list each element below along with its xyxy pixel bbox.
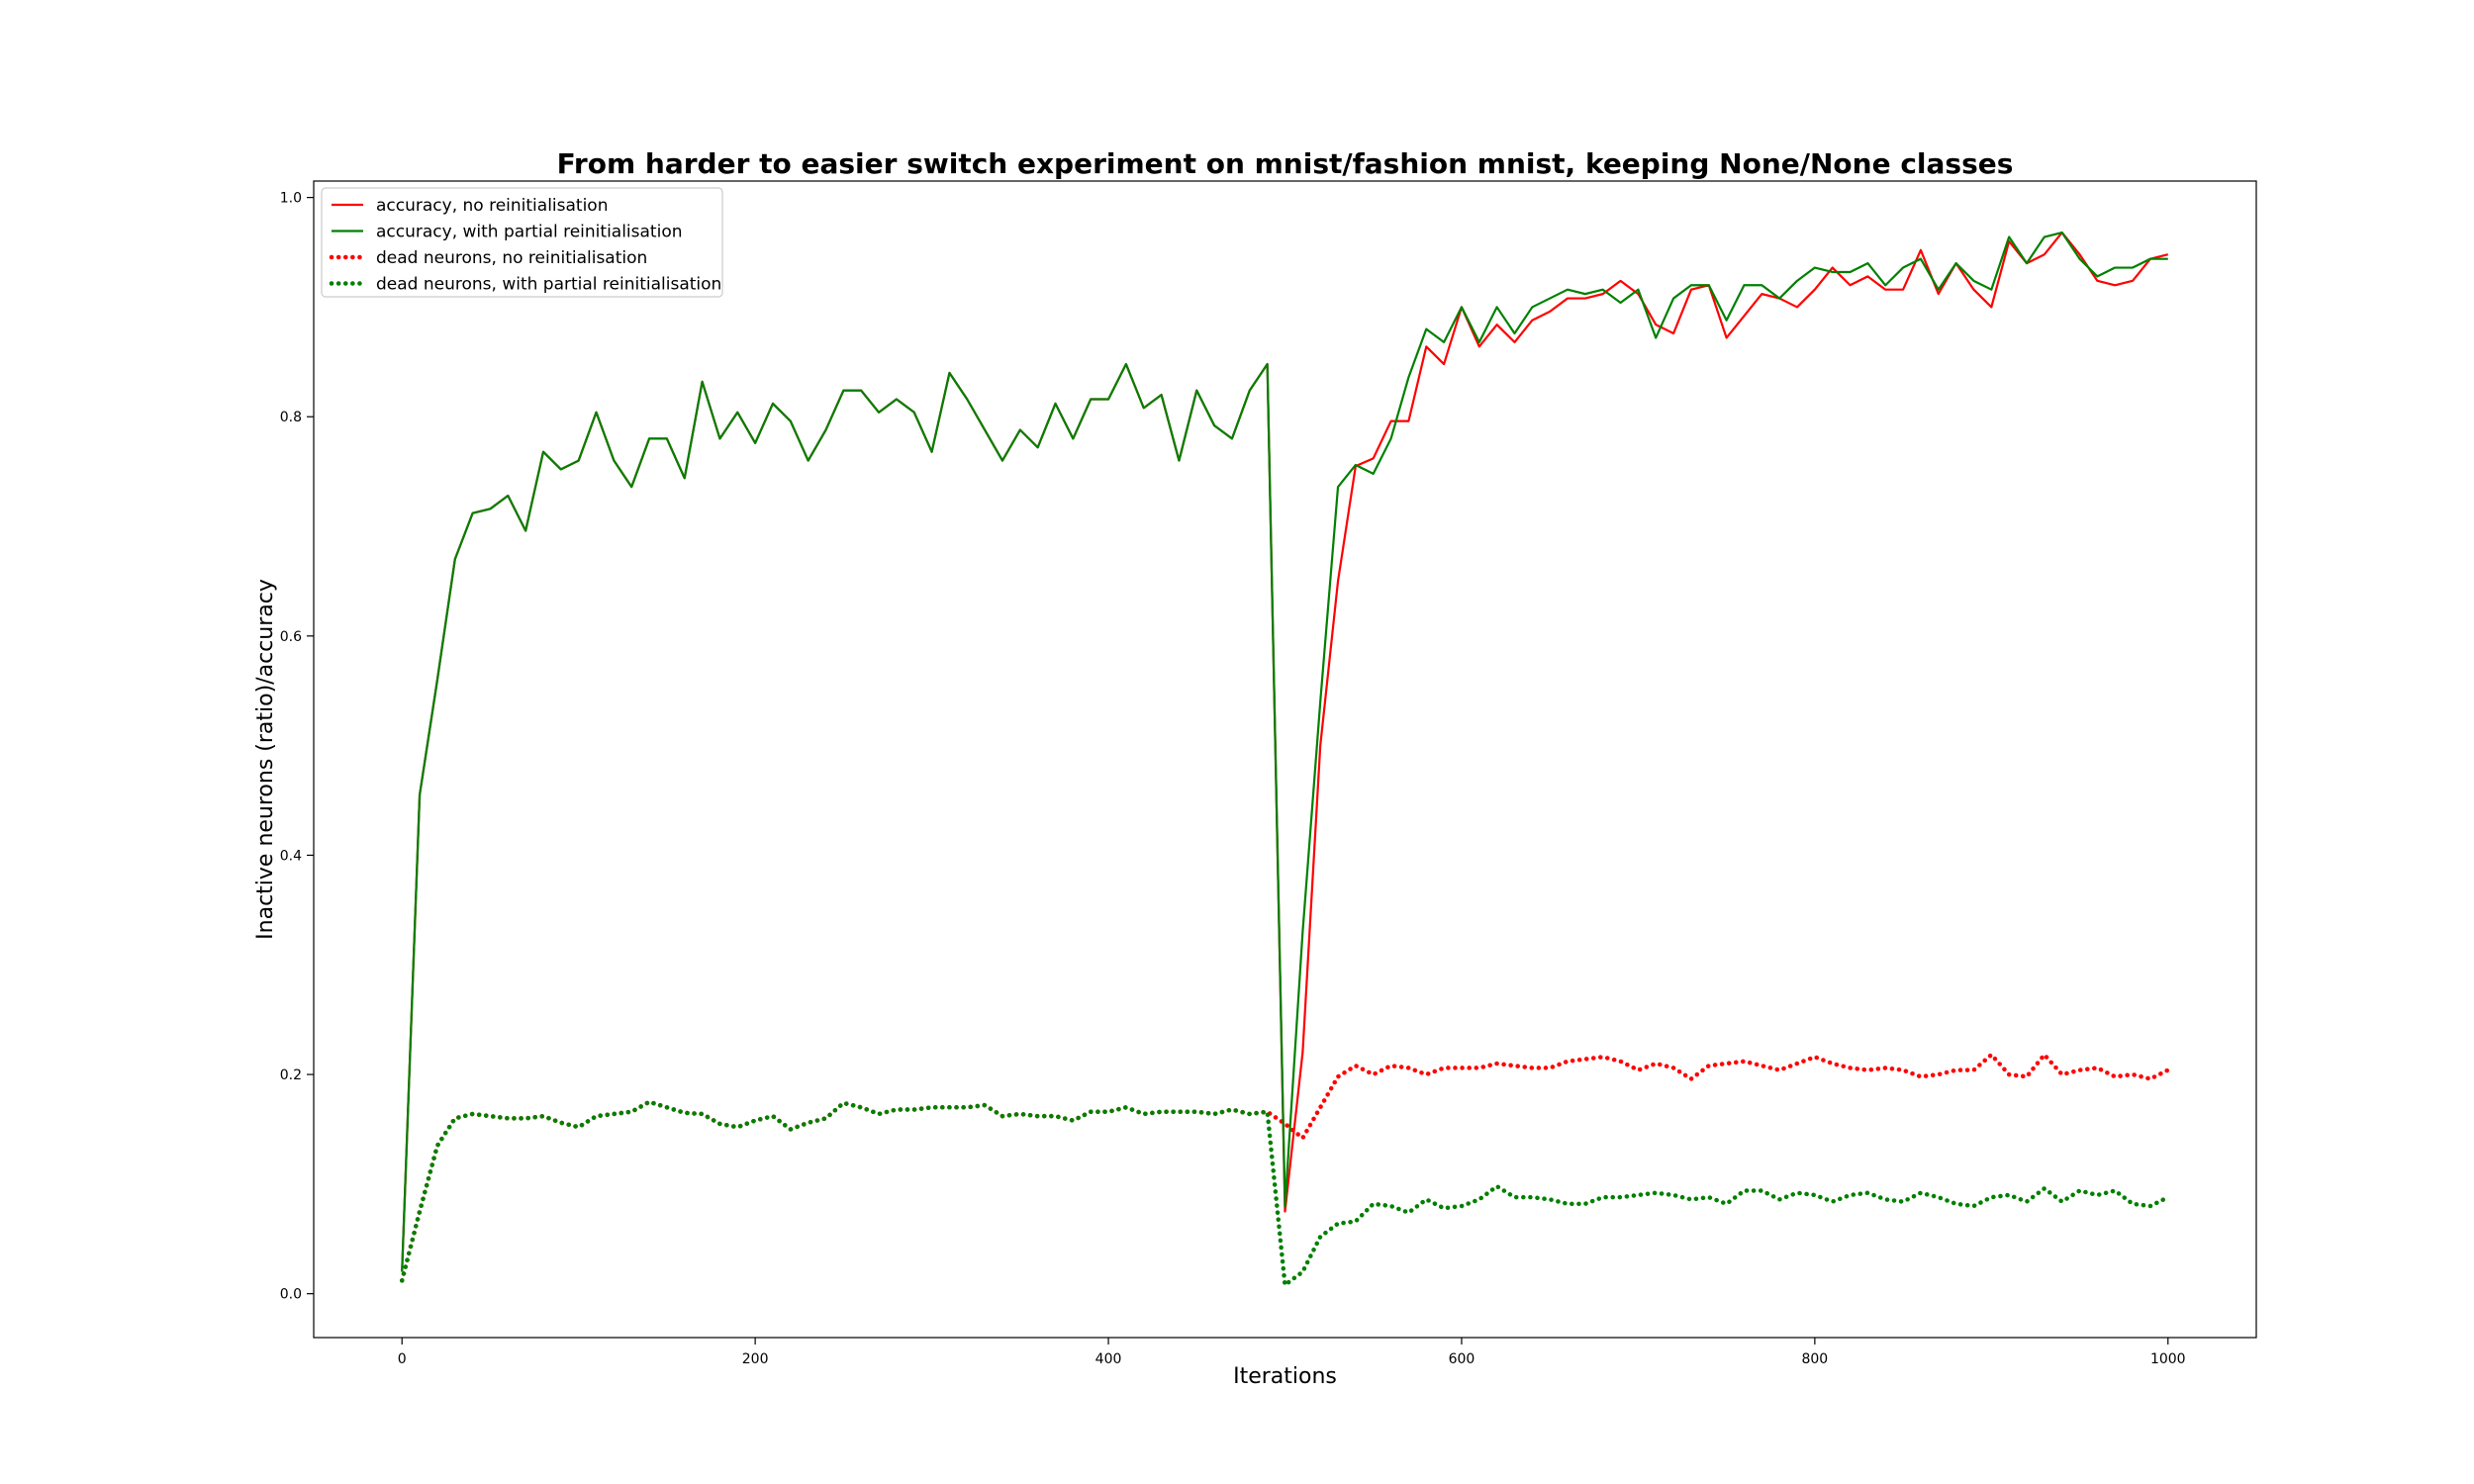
legend: accuracy, no reinitialisation accuracy, w… — [321, 187, 723, 298]
y-tick-label: 0.8 — [280, 410, 302, 425]
x-tick-label: 200 — [742, 1351, 769, 1367]
legend-label: dead neurons, no reinitialisation — [376, 248, 647, 268]
y-tick-label: 0.6 — [280, 629, 302, 645]
y-axis: 0.0 0.2 0.4 0.6 0.8 1.0 — [280, 191, 314, 1303]
legend-label: accuracy, with partial reinitialisation — [376, 223, 683, 242]
series-line-4 — [399, 1099, 2171, 1289]
legend-label: accuracy, no reinitialisation — [376, 196, 608, 216]
x-tick-label: 800 — [1801, 1351, 1828, 1367]
y-axis-label: Inactive neurons (ratio)/accuracy — [253, 579, 278, 940]
x-axis: 0 200 400 600 800 1000 — [398, 1338, 2186, 1367]
legend-label: dead neurons, with partial reinitialisat… — [376, 275, 721, 295]
plot-frame — [313, 180, 2257, 1339]
x-tick-label: 0 — [398, 1351, 407, 1367]
x-axis-label: Iterations — [1233, 1364, 1337, 1389]
series-line-1 — [401, 231, 2169, 1272]
y-tick-label: 0.2 — [280, 1067, 302, 1083]
x-tick-label: 400 — [1095, 1351, 1122, 1367]
legend-box — [321, 187, 723, 298]
y-tick-label: 1.0 — [280, 191, 302, 207]
chart-title: From harder to easier switch experiment … — [557, 147, 2014, 180]
x-tick-label: 1000 — [2150, 1351, 2186, 1367]
plot-lines — [399, 231, 2171, 1289]
series-line-2 — [401, 231, 2168, 1272]
y-tick-label: 0.0 — [280, 1287, 302, 1303]
x-tick-label: 600 — [1449, 1351, 1475, 1367]
y-tick-label: 0.4 — [280, 848, 302, 864]
